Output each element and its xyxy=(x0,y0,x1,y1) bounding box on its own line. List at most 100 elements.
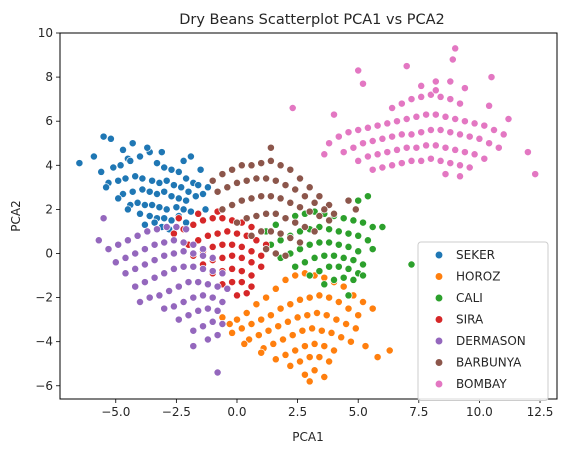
point-barbunya xyxy=(315,212,324,220)
y-axis-label: PCA2 xyxy=(9,200,23,231)
point-bombay xyxy=(523,148,532,157)
legend-marker-sira xyxy=(434,315,444,324)
point-bombay xyxy=(383,148,392,157)
point-dermason xyxy=(94,236,103,245)
point-horoz xyxy=(271,355,280,364)
point-horoz xyxy=(305,353,314,362)
point-barbunya xyxy=(281,181,290,190)
point-horoz xyxy=(271,284,280,293)
point-bombay xyxy=(451,44,460,53)
point-dermason xyxy=(189,326,198,335)
point-cali xyxy=(330,275,338,284)
y-tick-label: −6 xyxy=(35,379,53,393)
point-seker xyxy=(143,143,152,152)
plot-frame xyxy=(59,32,558,400)
legend-marker-horoz xyxy=(434,272,444,281)
point-seker xyxy=(182,196,191,205)
point-bombay xyxy=(407,95,416,104)
point-seker xyxy=(109,163,118,172)
point-horoz xyxy=(269,339,278,348)
point-cali xyxy=(359,271,367,280)
point-bombay xyxy=(373,121,382,130)
point-dermason xyxy=(136,298,144,306)
legend-marker-barbunya xyxy=(434,358,444,367)
point-dermason xyxy=(213,306,222,315)
point-horoz xyxy=(315,291,324,300)
point-horoz xyxy=(310,339,319,348)
point-horoz xyxy=(320,373,329,381)
point-barbunya xyxy=(262,174,271,183)
point-barbunya xyxy=(315,192,324,201)
point-seker xyxy=(136,152,144,161)
point-barbunya xyxy=(247,194,256,203)
point-cali xyxy=(349,275,358,284)
point-dermason xyxy=(104,245,113,254)
point-bombay xyxy=(412,112,421,121)
point-barbunya xyxy=(233,178,241,187)
point-dermason xyxy=(131,249,140,258)
series-seker xyxy=(75,132,212,234)
series-horoz xyxy=(218,269,394,386)
point-barbunya xyxy=(344,196,353,205)
point-bombay xyxy=(436,126,445,134)
point-cali xyxy=(296,227,304,236)
point-horoz xyxy=(228,328,237,337)
point-dermason xyxy=(169,249,178,258)
point-seker xyxy=(138,174,147,183)
point-sira xyxy=(252,236,261,245)
point-cali xyxy=(339,273,348,282)
point-cali xyxy=(344,291,353,300)
point-cali xyxy=(315,238,324,247)
point-horoz xyxy=(264,326,273,335)
point-barbunya xyxy=(320,205,329,214)
point-sira xyxy=(247,282,256,291)
point-barbunya xyxy=(266,192,275,201)
legend-label-dermason: DERMASON xyxy=(456,334,526,348)
point-barbunya xyxy=(291,185,300,194)
point-cali xyxy=(291,262,300,271)
legend-label-seker: SEKER xyxy=(456,248,495,262)
point-cali xyxy=(315,223,324,231)
point-bombay xyxy=(470,150,479,159)
point-bombay xyxy=(456,130,464,139)
legend-label-barbunya: BARBUNYA xyxy=(456,356,522,370)
point-horoz xyxy=(310,366,319,375)
point-bombay xyxy=(487,73,496,82)
point-barbunya xyxy=(325,216,334,225)
point-sira xyxy=(223,227,232,236)
point-bombay xyxy=(456,99,464,108)
point-dermason xyxy=(203,280,212,289)
point-seker xyxy=(172,203,181,212)
point-bombay xyxy=(378,134,387,143)
x-tick-label: 10.0 xyxy=(466,405,493,419)
point-seker xyxy=(133,198,142,207)
point-barbunya xyxy=(257,192,266,201)
point-seker xyxy=(160,163,169,172)
point-bombay xyxy=(431,110,440,119)
point-dermason xyxy=(131,282,140,291)
point-bombay xyxy=(460,117,469,126)
point-seker xyxy=(186,207,195,216)
point-seker xyxy=(155,178,164,187)
point-dermason xyxy=(213,331,222,340)
point-bombay xyxy=(397,99,406,108)
point-dermason xyxy=(162,223,171,231)
point-bombay xyxy=(460,148,469,157)
point-horoz xyxy=(262,293,271,302)
y-tick-label: 4 xyxy=(45,158,53,172)
point-horoz xyxy=(332,315,341,324)
point-bombay xyxy=(407,156,416,165)
point-barbunya xyxy=(228,201,237,209)
point-cali xyxy=(344,264,353,273)
point-cali xyxy=(325,262,334,271)
point-bombay xyxy=(465,163,474,172)
point-seker xyxy=(153,159,161,168)
point-bombay xyxy=(359,139,367,148)
point-seker xyxy=(99,132,108,141)
point-cali xyxy=(334,227,343,236)
point-horoz xyxy=(218,313,227,322)
point-bombay xyxy=(402,115,411,123)
point-cali xyxy=(354,196,363,205)
